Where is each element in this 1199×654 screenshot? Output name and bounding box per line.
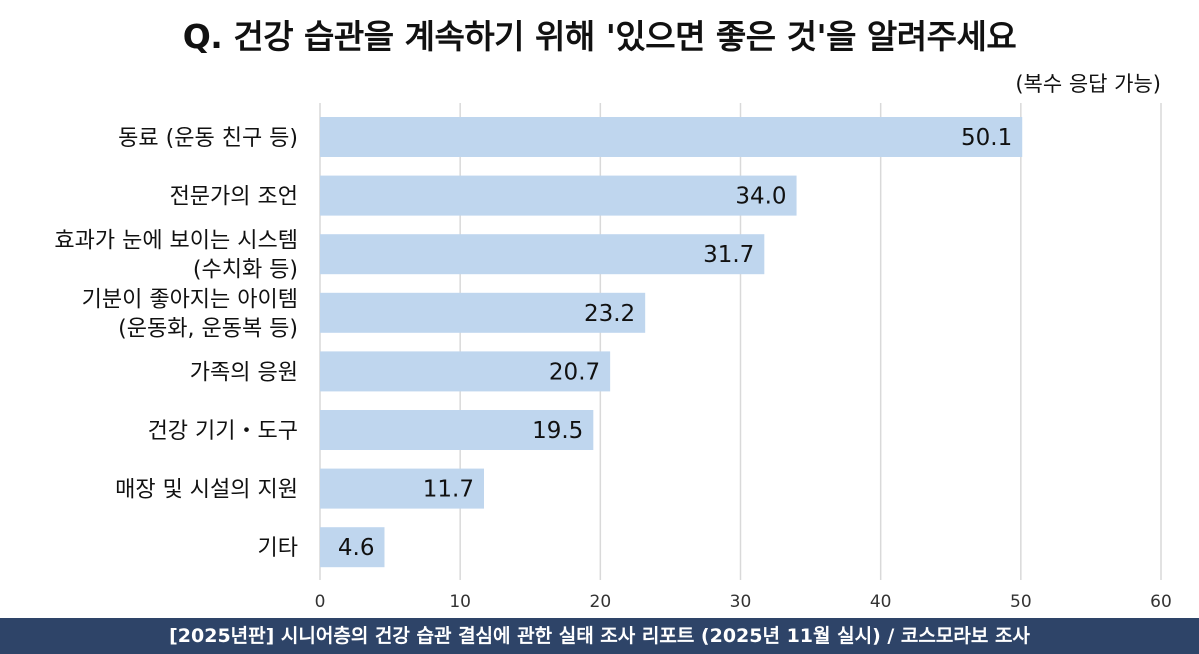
source-footer: [2025년판] 시니어층의 건강 습관 결심에 관한 실태 조사 리포트 (2… — [0, 618, 1199, 654]
bar-value-label: 20.7 — [549, 359, 600, 385]
chart-subtitle: (복수 응답 가능) — [1015, 72, 1161, 96]
x-tick-label: 50 — [1010, 592, 1032, 612]
x-tick-label: 10 — [449, 592, 471, 612]
category-label: 전문가의 조언 — [170, 185, 298, 210]
x-tick-label: 60 — [1150, 592, 1172, 612]
bar-value-label: 11.7 — [423, 477, 474, 503]
bar — [320, 175, 797, 216]
category-label: 기타 — [258, 536, 298, 561]
x-tick-label: 0 — [315, 592, 326, 612]
bar-value-label: 4.6 — [338, 535, 375, 561]
chart-title: Q. 건강 습관을 계속하기 위해 '있으면 좋은 것'을 알려주세요 — [182, 17, 1017, 56]
category-label: 동료 (운동 친구 등) — [118, 126, 298, 151]
bar-value-label: 19.5 — [532, 418, 583, 444]
bar-value-label: 23.2 — [584, 301, 635, 327]
x-tick-label: 20 — [590, 592, 612, 612]
bar-chart: 0 10 20 30 40 50 60 50.1 동료 (운동 친구 등) 34.0 전문가의 조언… — [54, 103, 1172, 612]
category-label: 기분이 좋아지는 아이템 (운동화, 운동복 등) — [82, 287, 298, 341]
bar — [320, 468, 484, 509]
category-label: 매장 및 시설의 지원 — [115, 478, 298, 503]
category-label: 효과가 눈에 보이는 시스템 (수치화 등) — [54, 229, 298, 283]
category-label: 건강 기기・도구 — [148, 419, 298, 444]
bar-value-label: 31.7 — [703, 242, 754, 268]
x-tick-label: 30 — [730, 592, 752, 612]
bar — [320, 234, 765, 275]
bar-value-label: 50.1 — [961, 125, 1012, 151]
bar — [320, 527, 385, 568]
x-tick-label: 40 — [870, 592, 892, 612]
bar — [320, 351, 611, 392]
bar-value-label: 34.0 — [735, 184, 786, 210]
category-label: 가족의 응원 — [190, 360, 298, 385]
bar — [320, 410, 594, 450]
bar — [320, 117, 1023, 157]
bar — [320, 292, 646, 333]
